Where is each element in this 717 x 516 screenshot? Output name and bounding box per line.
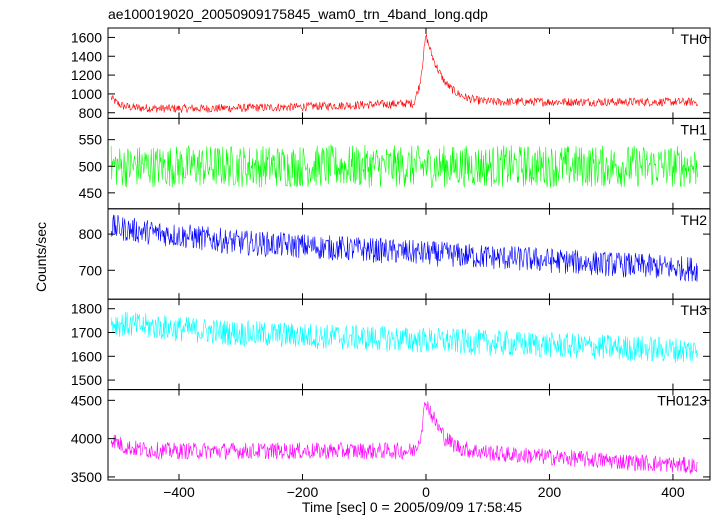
panel-th3: 1500 1600 1700 1800 TH3 [71,298,711,391]
panels: 800 1000 1200 1400 1600 TH0 450 500 550 TH1 700 800… [71,27,711,485]
y-tick-label: 450 [79,185,103,201]
y-tick-label: 500 [79,158,103,174]
y-tick-label: 3500 [71,469,102,485]
y-tick-label: 1600 [71,348,102,364]
series-line-th0123 [110,401,698,475]
x-tick-label: 0 [422,484,430,500]
panel-th0123: 3500 4000 4500 TH0123 [71,389,711,485]
series-line-th1 [110,144,698,188]
chart-title: ae100019020_20050909175845_wam0_trn_4ban… [108,6,488,22]
panel-frame [107,27,711,119]
series-line-th3 [110,311,698,364]
y-tick-label: 1400 [71,48,102,64]
series-label-th3: TH3 [681,302,708,318]
y-tick-label: 1200 [71,67,102,83]
x-tick-label: −200 [287,484,319,500]
series-label-th1: TH1 [681,121,708,137]
x-tick-label: 200 [538,484,562,500]
series-label-th2: TH2 [681,212,708,228]
y-tick-label: 800 [79,226,103,242]
series-line-th0 [110,34,698,114]
series-line-th2 [110,214,698,282]
y-tick-label: 1700 [71,325,102,341]
panel-th0: 800 1000 1200 1400 1600 TH0 [71,27,711,121]
y-tick-label: 1000 [71,86,102,102]
y-tick-label: 4500 [71,392,102,408]
y-tick-label: 550 [79,132,103,148]
series-label-th0123: TH0123 [657,393,707,409]
x-axis-label: Time [sec] 0 = 2005/09/09 17:58:45 [302,499,522,515]
y-tick-label: 4000 [71,431,102,447]
panel-th2: 700 800 TH2 [79,208,711,300]
x-tick-label: −400 [163,484,195,500]
y-tick-label: 700 [79,262,103,278]
panel-frame [107,389,711,481]
series-label-th0: TH0 [681,31,708,47]
y-axis-label: Counts/sec [33,222,49,292]
y-tick-label: 1600 [71,29,102,45]
x-axis-ticks: −400 −200 0 200 400 [163,484,685,500]
y-tick-label: 1800 [71,301,102,317]
y-tick-label: 800 [79,105,103,121]
y-tick-label: 1500 [71,372,102,388]
x-tick-label: 400 [661,484,685,500]
panel-th1: 450 500 550 TH1 [79,117,711,210]
